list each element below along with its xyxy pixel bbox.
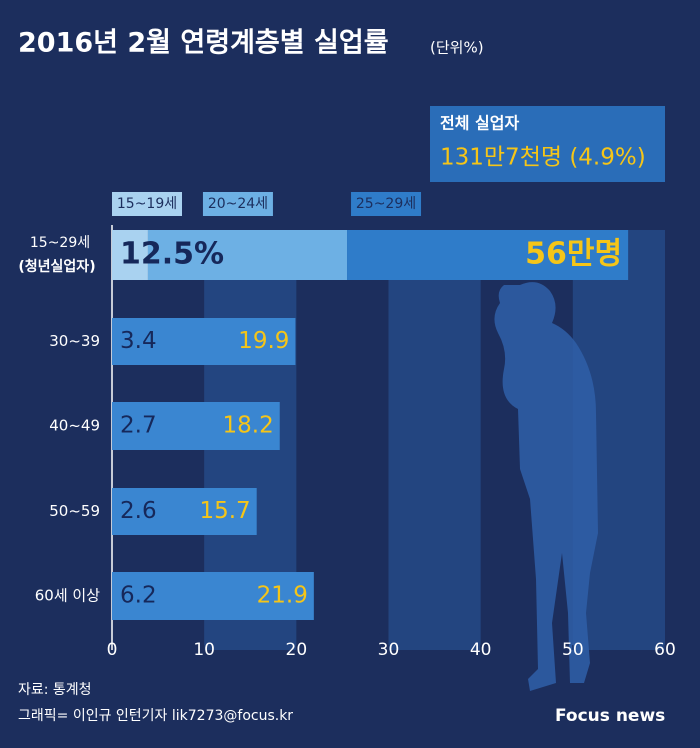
value-label: 56만명: [525, 237, 622, 272]
bar-segment: [147, 230, 348, 280]
bar-segment: [347, 230, 629, 280]
credit: 그래픽= 이인규 인턴기자 lik7273@focus.kr: [18, 708, 293, 724]
bar: [112, 488, 257, 535]
segment-label: 25~29세: [356, 196, 416, 212]
segment-label: 20~24세: [208, 196, 268, 212]
rate-label: 12.5%: [120, 237, 224, 272]
total-value: 131만7천명 (4.9%): [440, 145, 646, 171]
rate-label: 2.6: [120, 498, 157, 524]
source: 자료: 통계청: [18, 682, 92, 698]
value-label: 19.9: [238, 328, 289, 354]
x-tick-label: 60: [654, 640, 676, 660]
category-label: 30~39: [49, 332, 100, 350]
chart-title: 2016년 2월 연령계층별 실업률: [18, 28, 389, 59]
x-tick-label: 50: [562, 640, 584, 660]
total-box: [430, 106, 665, 182]
segment-tag: [112, 192, 182, 216]
person-silhouette: [494, 282, 598, 691]
rate-label: 3.4: [120, 328, 157, 354]
bar: [112, 572, 314, 620]
x-tick-label: 40: [470, 640, 492, 660]
bar-segment: [112, 230, 148, 280]
x-tick-label: 10: [193, 640, 215, 660]
value-label: 15.7: [199, 498, 250, 524]
logo: Focus news: [555, 706, 665, 726]
category-label: 60세 이상: [35, 587, 100, 605]
category-label: 40~49: [49, 417, 100, 435]
x-tick-label: 20: [286, 640, 308, 660]
rate-label: 2.7: [120, 413, 157, 439]
segment-tag: [351, 192, 422, 216]
segment-label: 15~19세: [117, 196, 177, 212]
grid-band: [388, 230, 481, 650]
bar: [112, 318, 296, 365]
category-label: 50~59: [49, 502, 100, 520]
segment-tag: [202, 192, 273, 216]
value-label: 18.2: [223, 413, 274, 439]
total-label: 전체 실업자: [440, 114, 519, 133]
category-label: 15~29세: [30, 235, 90, 251]
bar: [112, 402, 280, 450]
unit-note: (단위%): [430, 39, 484, 57]
x-tick-label: 30: [378, 640, 400, 660]
category-note: (청년실업자): [18, 259, 95, 275]
value-label: 21.9: [257, 583, 308, 609]
rate-label: 6.2: [120, 583, 157, 609]
